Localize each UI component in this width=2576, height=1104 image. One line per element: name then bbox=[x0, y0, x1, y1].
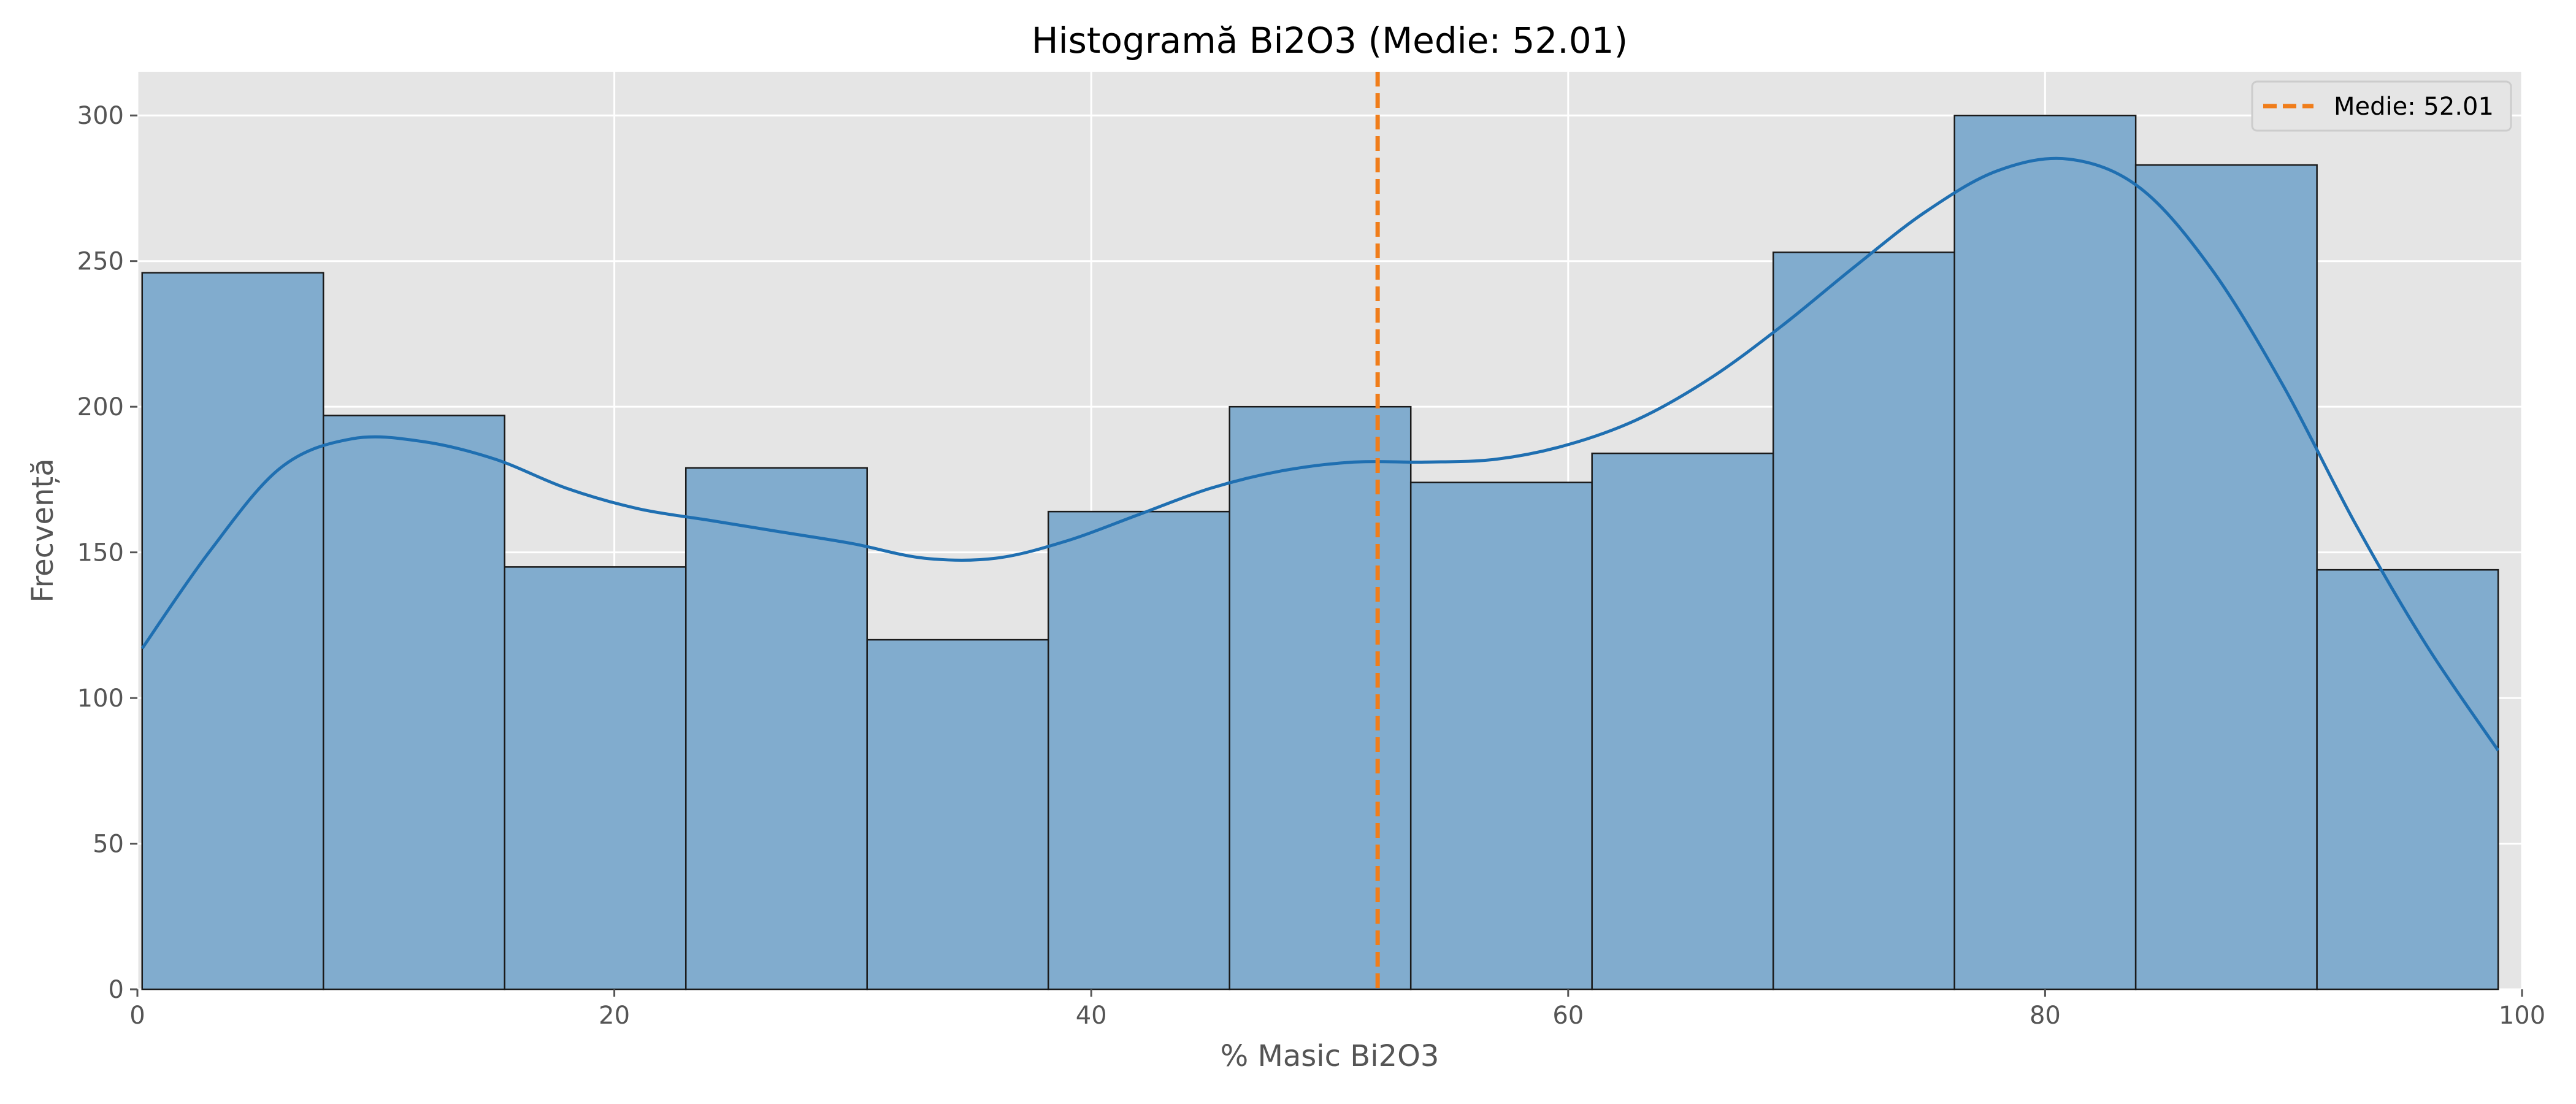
chart-title: Histogramă Bi2O3 (Medie: 52.01) bbox=[1032, 20, 1628, 61]
x-tick-label: 80 bbox=[2030, 1002, 2061, 1030]
y-tick-label: 300 bbox=[77, 102, 124, 130]
histogram-bar bbox=[1591, 452, 1774, 991]
y-tick-label: 200 bbox=[77, 393, 124, 421]
x-tick-label: 100 bbox=[2499, 1002, 2545, 1030]
y-tick-label: 150 bbox=[77, 539, 124, 567]
legend-box bbox=[2251, 80, 2512, 132]
kde-curve bbox=[140, 156, 2500, 752]
y-tick-label: 0 bbox=[109, 976, 124, 1004]
histogram-bar bbox=[1229, 405, 1412, 991]
y-tick-label: 50 bbox=[93, 830, 124, 859]
histogram-bars bbox=[141, 114, 2499, 991]
legend: Medie: 52.01 bbox=[2251, 80, 2512, 132]
x-tick-label: 0 bbox=[129, 1002, 145, 1030]
x-tick-label: 20 bbox=[599, 1002, 630, 1030]
x-tick-label: 40 bbox=[1076, 1002, 1107, 1030]
y-axis-label: Frecvență bbox=[26, 458, 60, 602]
histogram-bar bbox=[2134, 164, 2318, 991]
y-tick-label: 100 bbox=[77, 684, 124, 713]
histogram-bar bbox=[1953, 114, 2137, 991]
histogram-bar bbox=[323, 415, 506, 991]
kde-curve-group bbox=[140, 156, 2500, 752]
histogram-bar bbox=[141, 272, 324, 991]
histogram-bar bbox=[1772, 251, 1955, 991]
histogram-bar bbox=[684, 467, 868, 991]
legend-mean-label: Medie: 52.01 bbox=[2334, 93, 2494, 121]
x-tick-label: 60 bbox=[1552, 1002, 1584, 1030]
histogram-bar bbox=[504, 566, 687, 991]
histogram-bar bbox=[1047, 510, 1230, 991]
x-axis-label: % Masic Bi2O3 bbox=[1221, 1039, 1439, 1073]
histogram-bar bbox=[2316, 569, 2499, 991]
histogram-bar bbox=[866, 638, 1049, 991]
histogram-bar bbox=[1409, 481, 1593, 991]
axis-ticks: 0 20 40 60 80 100 0 50 100 150 200 250 300 bbox=[77, 102, 2546, 1030]
y-tick-label: 250 bbox=[77, 248, 124, 276]
